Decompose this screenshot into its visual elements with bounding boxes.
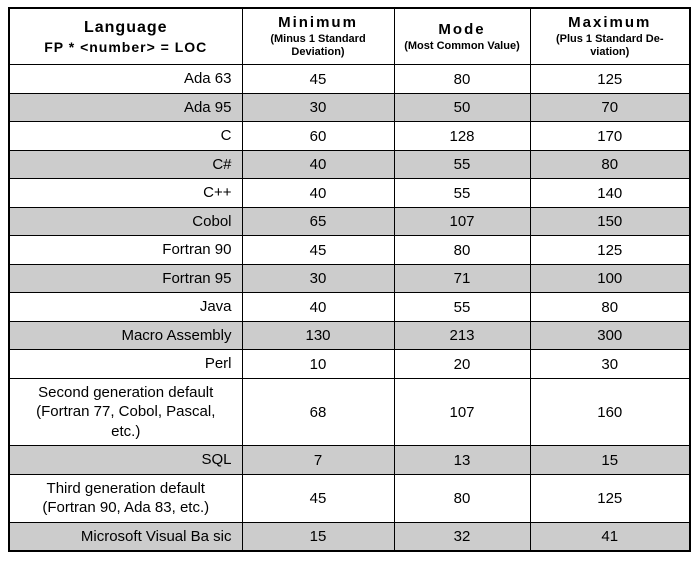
mode-cell: 80	[393, 64, 531, 94]
language-cell: SQL	[8, 445, 243, 475]
table-row: Perl 10 20 30	[8, 349, 691, 379]
minimum-header-subtitle: (Minus 1 Standard Deviation)	[270, 33, 366, 59]
maximum-cell: 125	[529, 473, 691, 523]
maximum-header-title: Maximum	[568, 14, 652, 31]
maximum-column-header: Maximum (Plus 1 Standard De- viation)	[529, 7, 691, 66]
mode-cell: 50	[393, 92, 531, 123]
minimum-header-title: Minimum	[278, 14, 358, 31]
table-row: Java 40 55 80	[8, 292, 691, 322]
table-row: Ada 95 30 50 70	[8, 92, 691, 123]
mode-cell: 213	[393, 320, 531, 351]
minimum-cell: 40	[241, 292, 395, 322]
minimum-cell: 130	[241, 320, 395, 351]
language-header-title: Language	[83, 18, 168, 36]
minimum-cell: 40	[241, 149, 395, 180]
maximum-cell: 30	[529, 349, 691, 379]
language-cell: C	[8, 121, 243, 151]
table-row: Fortran 90 45 80 125	[8, 235, 691, 265]
maximum-cell: 150	[529, 206, 691, 237]
table-row: C# 40 55 80	[8, 149, 691, 180]
maximum-cell: 160	[529, 377, 691, 447]
mode-cell: 13	[393, 445, 531, 475]
maximum-cell: 41	[529, 521, 691, 552]
minimum-cell: 45	[241, 235, 395, 265]
table-row: Microsoft Visual Ba sic 15 32 41	[8, 521, 691, 552]
language-column-header: Language FP * <number> = LOC	[8, 7, 243, 66]
mode-cell: 55	[393, 178, 531, 208]
table-row: SQL 7 13 15	[8, 445, 691, 475]
maximum-cell: 15	[529, 445, 691, 475]
language-header-formula: FP * <number> = LOC	[44, 38, 208, 55]
minimum-cell: 30	[241, 263, 395, 294]
header-row: Language FP * <number> = LOC Minimum (Mi…	[8, 7, 691, 66]
language-cell: Ada 63	[8, 64, 243, 94]
language-cell: C++	[8, 178, 243, 208]
language-cell: Ada 95	[8, 92, 243, 123]
table-row: C++ 40 55 140	[8, 178, 691, 208]
language-cell: Second generation default (Fortran 77, C…	[8, 377, 243, 447]
language-cell: Cobol	[8, 206, 243, 237]
table-row: Second generation default (Fortran 77, C…	[8, 377, 691, 447]
maximum-cell: 140	[529, 178, 691, 208]
minimum-column-header: Minimum (Minus 1 Standard Deviation)	[241, 7, 395, 66]
language-cell: Perl	[8, 349, 243, 379]
mode-cell: 107	[393, 377, 531, 447]
mode-header-subtitle: (Most Common Value)	[404, 39, 520, 52]
maximum-cell: 100	[529, 263, 691, 294]
mode-cell: 55	[393, 149, 531, 180]
maximum-cell: 170	[529, 121, 691, 151]
maximum-cell: 300	[529, 320, 691, 351]
minimum-cell: 65	[241, 206, 395, 237]
table-body: Ada 63 45 80 125 Ada 95 30 50 70 C 60 128 170 C# 40 55…	[8, 64, 691, 552]
maximum-cell: 70	[529, 92, 691, 123]
minimum-cell: 68	[241, 377, 395, 447]
language-cell: C#	[8, 149, 243, 180]
mode-cell: 32	[393, 521, 531, 552]
maximum-cell: 80	[529, 149, 691, 180]
mode-cell: 80	[393, 235, 531, 265]
fp-loc-conversion-table: Language FP * <number> = LOC Minimum (Mi…	[8, 7, 691, 553]
minimum-cell: 15	[241, 521, 395, 552]
language-cell: Third generation default (Fortran 90, Ad…	[8, 473, 243, 523]
language-cell: Fortran 90	[8, 235, 243, 265]
table-row: Macro Assembly 130 213 300	[8, 320, 691, 351]
maximum-cell: 125	[529, 64, 691, 94]
minimum-cell: 40	[241, 178, 395, 208]
mode-cell: 128	[393, 121, 531, 151]
table-row: Third generation default (Fortran 90, Ad…	[8, 473, 691, 523]
language-cell: Fortran 95	[8, 263, 243, 294]
minimum-cell: 45	[241, 473, 395, 523]
maximum-cell: 125	[529, 235, 691, 265]
mode-column-header: Mode (Most Common Value)	[393, 7, 531, 66]
maximum-header-subtitle: (Plus 1 Standard De- viation)	[555, 33, 664, 59]
language-cell: Microsoft Visual Ba sic	[8, 521, 243, 552]
mode-cell: 20	[393, 349, 531, 379]
minimum-cell: 7	[241, 445, 395, 475]
language-cell: Java	[8, 292, 243, 322]
language-cell: Macro Assembly	[8, 320, 243, 351]
table-header: Language FP * <number> = LOC Minimum (Mi…	[8, 7, 691, 66]
mode-cell: 71	[393, 263, 531, 294]
mode-header-title: Mode	[438, 20, 486, 38]
table-row: Cobol 65 107 150	[8, 206, 691, 237]
minimum-cell: 10	[241, 349, 395, 379]
mode-cell: 107	[393, 206, 531, 237]
table-row: Fortran 95 30 71 100	[8, 263, 691, 294]
minimum-cell: 45	[241, 64, 395, 94]
mode-cell: 55	[393, 292, 531, 322]
table-row: C 60 128 170	[8, 121, 691, 151]
mode-cell: 80	[393, 473, 531, 523]
table-row: Ada 63 45 80 125	[8, 64, 691, 94]
minimum-cell: 30	[241, 92, 395, 123]
maximum-cell: 80	[529, 292, 691, 322]
minimum-cell: 60	[241, 121, 395, 151]
